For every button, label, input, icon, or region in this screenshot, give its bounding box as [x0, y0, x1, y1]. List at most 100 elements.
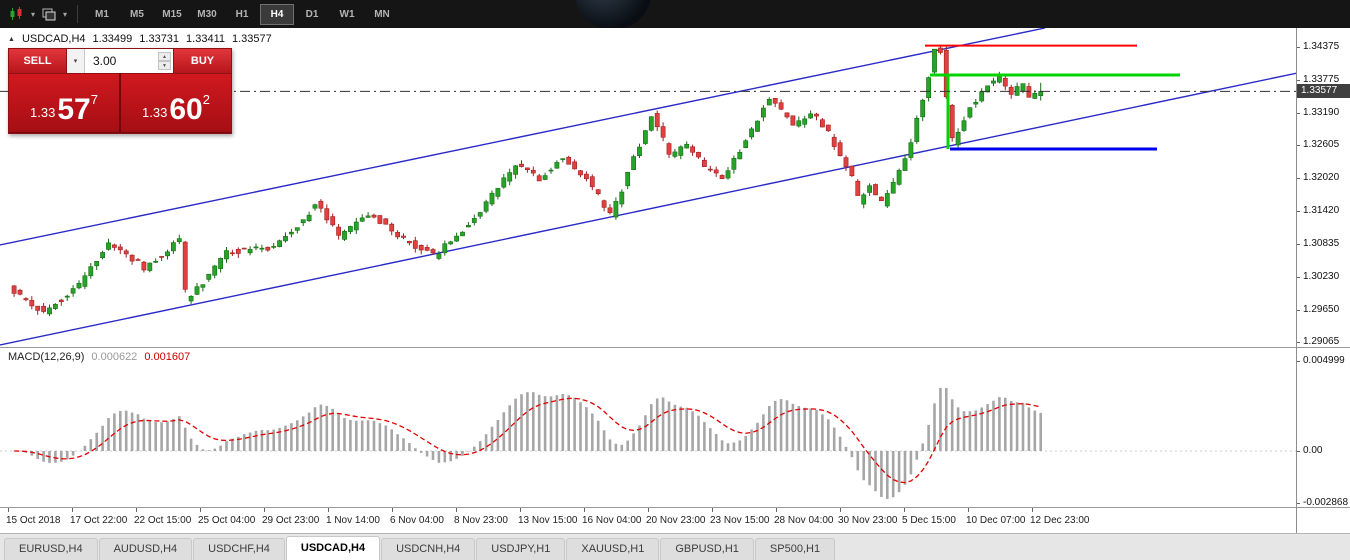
- time-axis-label: 12 Dec 23:00: [1030, 515, 1090, 526]
- timeframe-button-m15[interactable]: M15: [162, 8, 182, 20]
- logo-watermark: [574, 0, 652, 28]
- time-axis-tick: [1032, 508, 1033, 512]
- time-axis-tick: [328, 508, 329, 512]
- buy-button[interactable]: BUY: [173, 49, 231, 73]
- tab-gbpusd-h1[interactable]: GBPUSD,H1: [660, 538, 754, 560]
- timeframe-button-w1[interactable]: W1: [339, 8, 355, 20]
- bid-price-display[interactable]: 1.33 57 7: [9, 74, 121, 132]
- chart-tab-bar: EURUSD,H4 AUDUSD,H4 USDCHF,H4 USDCAD,H4 USDC…: [0, 533, 1350, 560]
- time-axis-label: 30 Nov 23:00: [838, 515, 898, 526]
- price-axis-tick: [1296, 243, 1300, 245]
- time-axis-label: 15 Oct 2018: [6, 515, 61, 526]
- time-axis-tick: [136, 508, 137, 512]
- macd-axis-label: -0.002868: [1303, 496, 1349, 508]
- price-axis-label: 1.32605: [1303, 139, 1340, 151]
- time-axis-tick: [392, 508, 393, 512]
- time-axis-tick: [520, 508, 521, 512]
- tab-sp500-h1[interactable]: SP500,H1: [754, 538, 836, 560]
- time-axis-tick: [776, 508, 777, 512]
- macd-histogram-group: [18, 387, 1042, 500]
- price-axis-label: 1.31420: [1303, 205, 1340, 217]
- price-axis-label: 1.30230: [1303, 271, 1340, 283]
- tab-usdjpy-h1[interactable]: USDJPY,H1: [476, 538, 566, 560]
- tab-xauusd-h1[interactable]: XAUUSD,H1: [566, 538, 660, 560]
- toolbar-icon-group: ▾ ▾: [0, 6, 70, 22]
- top-toolbar: ▾ ▾ M1 M5 M15 M30 H1 H4 D1 W1 MN: [0, 0, 1350, 28]
- timeframe-button-mn[interactable]: MN: [374, 8, 390, 20]
- time-axis-label: 22 Oct 15:00: [134, 515, 192, 526]
- macd-axis-tick: [1296, 361, 1300, 363]
- time-axis-tick: [264, 508, 265, 512]
- volume-decrease-icon[interactable]: ▼: [158, 61, 171, 70]
- tab-usdcnh-h4[interactable]: USDCNH,H4: [381, 538, 476, 560]
- bid-pip-digit: 7: [90, 92, 98, 107]
- price-axis-tick: [1296, 309, 1300, 311]
- macd-axis-label: 0.004999: [1303, 355, 1345, 367]
- price-axis: 1.34375 1.33775 1.33190 1.32605 1.32020 1.314…: [1296, 28, 1350, 347]
- volume-value: 3.00: [93, 54, 117, 68]
- ask-prefix: 1.33: [142, 105, 168, 120]
- chart-profiles-dropdown-icon[interactable]: ▾: [62, 9, 67, 19]
- timeframe-button-m30[interactable]: M30: [197, 8, 217, 20]
- time-axis-label: 29 Oct 23:00: [262, 515, 320, 526]
- volume-spinner: ▲ ▼: [158, 52, 171, 70]
- channel-trendline[interactable]: [0, 62, 1296, 346]
- channel-lines[interactable]: [0, 28, 1296, 346]
- ohlc-info-line: ▲ USDCAD,H4 1.33499 1.33731 1.33411 1.33…: [8, 33, 272, 45]
- macd-name: MACD(12,26,9): [8, 351, 85, 363]
- new-chart-icon[interactable]: [8, 6, 26, 22]
- time-axis-label: 25 Oct 04:00: [198, 515, 256, 526]
- candles-group: [11, 45, 1044, 316]
- time-axis-label: 8 Nov 23:00: [454, 515, 508, 526]
- time-axis-tick: [72, 508, 73, 512]
- price-axis-label: 1.34375: [1303, 41, 1340, 52]
- time-axis-label: 6 Nov 04:00: [390, 515, 444, 526]
- mini-candles-glyph: [10, 7, 22, 20]
- time-axis-tick: [968, 508, 969, 512]
- channel-trendline[interactable]: [0, 28, 1046, 246]
- tab-eurusd-h4[interactable]: EURUSD,H4: [4, 538, 98, 560]
- ask-pip-digit: 2: [202, 92, 210, 107]
- volume-input[interactable]: 3.00 ▲ ▼: [85, 49, 173, 73]
- volume-increase-icon[interactable]: ▲: [158, 52, 171, 61]
- new-chart-dropdown-icon[interactable]: ▾: [30, 9, 35, 19]
- timeframe-button-h4[interactable]: H4: [260, 3, 294, 25]
- low-value: 1.33411: [186, 33, 225, 45]
- time-axis[interactable]: 15 Oct 2018 17 Oct 22:00 22 Oct 15:00 25 Oc…: [0, 507, 1350, 533]
- macd-signal-value: 0.001607: [144, 351, 191, 363]
- bid-prefix: 1.33: [30, 105, 56, 120]
- tab-audusd-h4[interactable]: AUDUSD,H4: [98, 538, 193, 560]
- volume-dropdown-button[interactable]: ▾: [67, 49, 85, 73]
- tab-usdchf-h4[interactable]: USDCHF,H4: [193, 538, 285, 560]
- current-price-badge: 1.33577: [1297, 84, 1350, 99]
- macd-axis-tick: [1296, 502, 1300, 504]
- timeframe-button-m1[interactable]: M1: [95, 8, 109, 20]
- macd-panel[interactable]: MACD(12,26,9) 0.000622 0.001607 0.004999…: [0, 347, 1350, 508]
- time-axis-label: 23 Nov 15:00: [710, 515, 770, 526]
- close-value: 1.33577: [232, 33, 272, 45]
- price-axis-tick: [1296, 211, 1300, 213]
- timeframe-button-d1[interactable]: D1: [305, 8, 319, 20]
- ask-price-display[interactable]: 1.33 60 2: [121, 74, 231, 132]
- chart-area[interactable]: ▲ USDCAD,H4 1.33499 1.33731 1.33411 1.33…: [0, 28, 1350, 347]
- symbol-timeframe-label: USDCAD,H4: [21, 33, 86, 45]
- one-click-trading-panel: SELL ▾ 3.00 ▲ ▼ BUY 1.33 57: [8, 48, 232, 134]
- tab-usdcad-h4[interactable]: USDCAD,H4: [285, 536, 381, 560]
- timeframe-toolbar: M1 M5 M15 M30 H1 H4 D1 W1 MN: [85, 3, 399, 25]
- time-axis-tick: [712, 508, 713, 512]
- price-axis-tick: [1296, 277, 1300, 279]
- macd-axis-label: 0.00: [1303, 445, 1323, 456]
- price-axis-tick: [1296, 47, 1300, 48]
- bid-main-digits: 57: [57, 93, 91, 126]
- candlestick-chart: [0, 28, 1296, 346]
- sell-button[interactable]: SELL: [9, 49, 67, 73]
- time-axis-label: 17 Oct 22:00: [70, 515, 128, 526]
- timeframe-button-h1[interactable]: H1: [235, 8, 249, 20]
- price-axis-label: 1.29065: [1303, 336, 1340, 347]
- price-axis-tick: [1296, 342, 1300, 343]
- macd-chart: [0, 387, 1296, 500]
- timeframe-button-m5[interactable]: M5: [130, 8, 144, 20]
- price-axis-tick: [1296, 145, 1300, 147]
- chart-profiles-icon[interactable]: [40, 6, 58, 22]
